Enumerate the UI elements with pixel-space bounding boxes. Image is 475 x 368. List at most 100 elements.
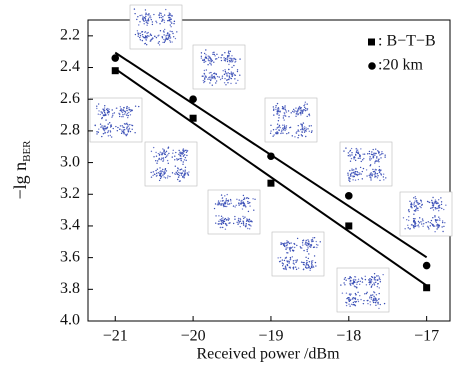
inset-dot bbox=[171, 41, 172, 42]
inset-dot bbox=[306, 129, 307, 130]
inset-dot bbox=[355, 179, 356, 180]
inset-dot bbox=[104, 112, 105, 113]
inset-dot bbox=[104, 132, 105, 133]
inset-dot bbox=[234, 78, 235, 79]
inset-dot bbox=[148, 20, 149, 21]
inset-dot bbox=[441, 201, 442, 202]
inset-dot bbox=[206, 69, 207, 70]
inset-dot bbox=[288, 116, 289, 117]
inset-dot bbox=[320, 241, 321, 242]
inset-dot bbox=[228, 223, 229, 224]
inset-dot bbox=[140, 39, 141, 40]
inset-dot bbox=[384, 154, 385, 155]
inset-dot bbox=[273, 134, 274, 135]
inset-dot bbox=[234, 58, 235, 59]
inset-dot bbox=[163, 39, 164, 40]
inset-dot bbox=[178, 154, 179, 155]
inset-dot bbox=[306, 262, 307, 263]
inset-dot bbox=[155, 21, 156, 22]
inset-dot bbox=[350, 295, 351, 296]
inset-dot bbox=[222, 70, 223, 71]
inset-dot bbox=[186, 152, 187, 153]
inset-dot bbox=[420, 200, 421, 201]
inset-dot bbox=[289, 243, 290, 244]
inset-dot bbox=[203, 82, 204, 83]
inset-dot bbox=[139, 15, 140, 16]
inset-dot bbox=[126, 106, 127, 107]
inset-dot bbox=[350, 283, 351, 284]
inset-dot bbox=[144, 43, 145, 44]
inset-dot bbox=[161, 15, 162, 16]
inset-dot bbox=[308, 241, 309, 242]
inset-dot bbox=[220, 79, 221, 80]
inset-dot bbox=[373, 154, 374, 155]
inset-dot bbox=[157, 160, 158, 161]
inset-dot bbox=[369, 175, 370, 176]
inset-dot bbox=[421, 201, 422, 202]
inset-dot bbox=[249, 205, 250, 206]
inset-dot bbox=[345, 277, 346, 278]
inset-dot bbox=[378, 298, 379, 299]
inset-dot bbox=[311, 267, 312, 268]
inset-dot bbox=[150, 172, 151, 173]
inset-dot bbox=[380, 304, 381, 305]
inset-dot bbox=[350, 174, 351, 175]
inset-dot bbox=[298, 135, 299, 136]
inset-dot bbox=[130, 114, 131, 115]
inset-dot bbox=[125, 134, 126, 135]
inset-dot bbox=[98, 113, 99, 114]
inset-dot bbox=[418, 204, 419, 205]
inset-dot bbox=[238, 204, 239, 205]
inset-dot bbox=[413, 214, 414, 215]
inset-dot bbox=[232, 60, 233, 61]
inset-dot bbox=[288, 132, 289, 133]
inset-dot bbox=[285, 267, 286, 268]
inset-dot bbox=[438, 226, 439, 227]
inset-dot bbox=[178, 168, 179, 169]
inset-dot bbox=[220, 200, 221, 201]
inset-dot bbox=[428, 221, 429, 222]
inset-dot bbox=[367, 300, 368, 301]
inset-dot bbox=[282, 262, 283, 263]
inset-dot bbox=[376, 294, 377, 295]
inset-dot bbox=[122, 131, 123, 132]
inset-dot bbox=[372, 284, 373, 285]
point bbox=[189, 95, 197, 103]
inset-dot bbox=[126, 114, 127, 115]
inset-dot bbox=[163, 176, 164, 177]
inset-dot bbox=[384, 303, 385, 304]
inset-dot bbox=[383, 173, 384, 174]
inset-dot bbox=[297, 259, 298, 260]
inset-dot bbox=[204, 78, 205, 79]
inset-dot bbox=[284, 113, 285, 114]
inset-dot bbox=[222, 217, 223, 218]
inset-dot bbox=[110, 135, 111, 136]
inset-dot bbox=[277, 103, 278, 104]
inset-dot bbox=[248, 198, 249, 199]
inset-dot bbox=[281, 129, 282, 130]
inset-dot bbox=[249, 228, 250, 229]
inset-dot bbox=[174, 155, 175, 156]
inset-dot bbox=[296, 245, 297, 246]
inset-dot bbox=[107, 123, 108, 124]
inset-dot bbox=[173, 23, 174, 24]
inset-dot bbox=[160, 13, 161, 14]
inset-dot bbox=[121, 116, 122, 117]
inset-dot bbox=[349, 293, 350, 294]
inset-dot bbox=[187, 151, 188, 152]
inset-dot bbox=[152, 38, 153, 39]
inset-dot bbox=[119, 128, 120, 129]
inset-dot bbox=[226, 224, 227, 225]
inset-dot bbox=[220, 220, 221, 221]
inset-dot bbox=[129, 128, 130, 129]
inset-dot bbox=[184, 159, 185, 160]
inset-dot bbox=[292, 111, 293, 112]
inset-dot bbox=[438, 207, 439, 208]
inset-dot bbox=[112, 115, 113, 116]
inset-dot bbox=[245, 206, 246, 207]
inset-dot bbox=[175, 166, 176, 167]
inset-dot bbox=[171, 15, 172, 16]
inset-dot bbox=[362, 178, 363, 179]
inset-dot bbox=[294, 110, 295, 111]
inset-dot bbox=[161, 171, 162, 172]
